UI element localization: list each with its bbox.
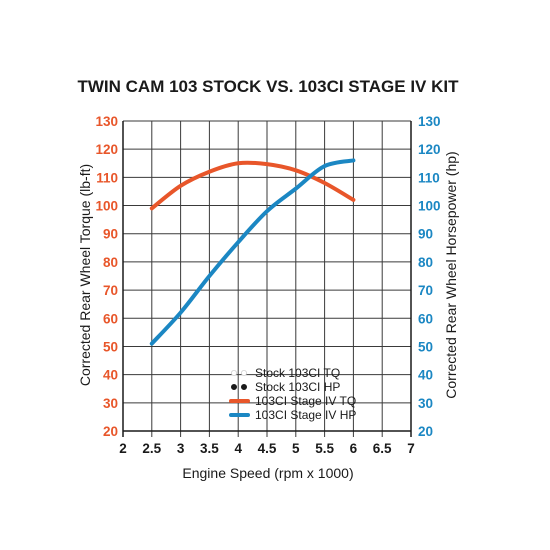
x-tick-label: 4.5 (258, 441, 277, 456)
y-tick-label-left: 70 (103, 283, 118, 298)
y-tick-label-left: 60 (103, 311, 118, 326)
y-tick-label-right: 100 (418, 199, 441, 214)
y-tick-label-left: 130 (95, 114, 118, 129)
x-tick-label: 5 (292, 441, 300, 456)
legend-label: Stock 103CI HP (255, 380, 340, 394)
y-tick-label-left: 50 (103, 339, 118, 354)
series-line-103ci-stage-iv-hp (149, 158, 356, 346)
y-tick-label-right: 90 (418, 227, 433, 242)
y-axis-right-label: Corrected Rear Wheel Horsepower (hp) (443, 151, 459, 398)
y-tick-label-left: 20 (103, 424, 118, 439)
legend-item: 103CI Stage IV TQ (229, 394, 356, 408)
x-tick-label: 7 (407, 441, 415, 456)
x-axis-label: Engine Speed (rpm x 1000) (182, 465, 353, 481)
legend-marker-dot (240, 369, 247, 376)
chart-title: TWIN CAM 103 STOCK VS. 103CI STAGE IV KI… (78, 77, 460, 96)
x-tick-label: 6.5 (373, 441, 392, 456)
y-tick-label-right: 60 (418, 311, 433, 326)
y-tick-label-left: 80 (103, 255, 118, 270)
y-tick-label-right: 80 (418, 255, 433, 270)
x-tick-label: 2 (119, 441, 127, 456)
legend-marker-dot (230, 369, 237, 376)
tick-labels: 20 20 30 30 40 40 50 50 60 60 70 70 80 80 90 90 100 100 11… (95, 114, 440, 456)
y-tick-label-right: 120 (418, 142, 441, 157)
series-lines (149, 158, 356, 346)
series-line-103ci-stage-iv-tq (149, 160, 356, 211)
y-tick-label-left: 90 (103, 227, 118, 242)
y-tick-label-right: 130 (418, 114, 441, 129)
y-tick-label-left: 100 (95, 199, 118, 214)
y-tick-label-right: 110 (418, 170, 440, 185)
y-tick-label-left: 120 (95, 142, 118, 157)
y-tick-label-left: 110 (96, 170, 118, 185)
y-tick-label-right: 20 (418, 424, 433, 439)
y-tick-label-left: 30 (103, 396, 118, 411)
y-tick-label-right: 70 (418, 283, 433, 298)
legend-item: Stock 103CI HP (230, 380, 340, 394)
x-tick-label: 4 (234, 441, 242, 456)
legend-marker-dot (230, 383, 237, 390)
y-tick-label-right: 50 (418, 339, 433, 354)
x-tick-label: 3.5 (200, 441, 219, 456)
x-tick-label: 2.5 (142, 441, 161, 456)
y-tick-label-left: 40 (103, 368, 118, 383)
x-tick-label: 6 (350, 441, 358, 456)
legend-item: 103CI Stage IV HP (229, 408, 356, 422)
axes (122, 121, 412, 437)
legend-item: Stock 103CI TQ (230, 366, 340, 380)
y-tick-label-right: 40 (418, 368, 433, 383)
legend-label: 103CI Stage IV TQ (255, 394, 356, 408)
legend-label: 103CI Stage IV HP (255, 408, 356, 422)
x-tick-label: 3 (177, 441, 185, 456)
y-axis-left-label: Corrected Rear Wheel Torque (lb-ft) (77, 164, 93, 386)
x-tick-label: 5.5 (315, 441, 334, 456)
legend-marker-dot (240, 383, 247, 390)
y-tick-label-right: 30 (418, 396, 433, 411)
legend-label: Stock 103CI TQ (255, 366, 340, 380)
